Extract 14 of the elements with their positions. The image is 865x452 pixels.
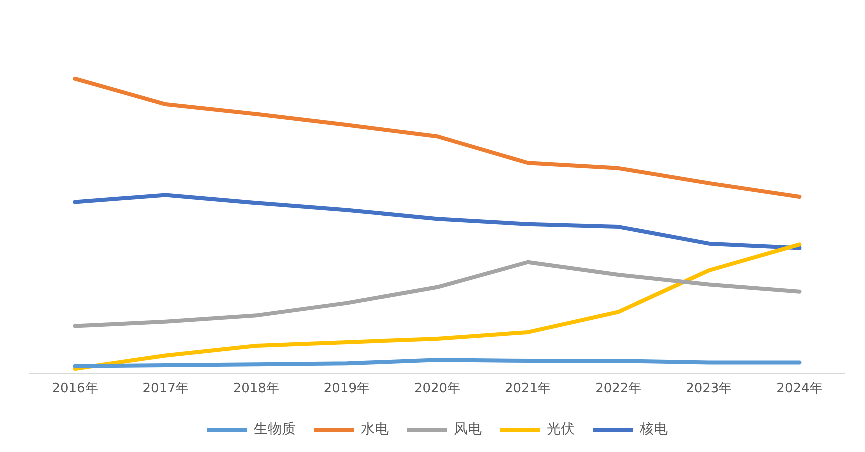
legend-label: 风电 bbox=[454, 422, 482, 438]
x-tick-label: 2020年 bbox=[414, 382, 461, 397]
legend-label: 水电 bbox=[361, 422, 389, 438]
x-tick-label: 2017年 bbox=[142, 382, 189, 397]
x-tick-label: 2024年 bbox=[776, 382, 823, 397]
x-tick-label: 2019年 bbox=[324, 382, 370, 397]
x-tick-label: 2022年 bbox=[596, 382, 642, 397]
x-tick-label: 2016年 bbox=[52, 382, 98, 397]
x-tick-label: 2023年 bbox=[686, 382, 732, 397]
legend-label: 核电 bbox=[639, 422, 668, 438]
legend-label: 光伏 bbox=[547, 422, 575, 438]
legend-label: 生物质 bbox=[254, 422, 296, 438]
x-tick-label: 2018年 bbox=[233, 382, 280, 397]
x-tick-label: 2021年 bbox=[505, 382, 552, 397]
